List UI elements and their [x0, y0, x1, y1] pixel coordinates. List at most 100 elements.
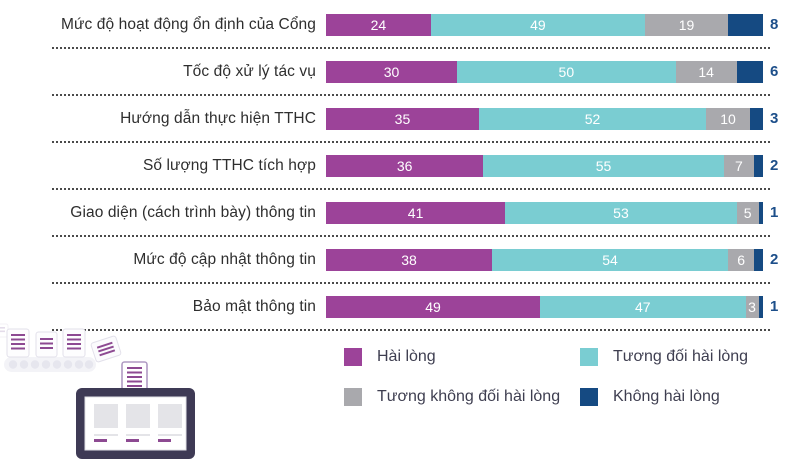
- bar-segment-teal: 52: [478, 107, 707, 130]
- stacked-bar: 36 55 7: [326, 154, 763, 177]
- segment-value: 30: [383, 63, 400, 80]
- bar-segment-teal: 54: [492, 248, 729, 271]
- segment-value: 19: [678, 16, 695, 33]
- segment-value: 49: [530, 16, 546, 33]
- segment-value: 14: [698, 63, 714, 80]
- document-icon: [35, 331, 58, 358]
- category-label: Mức độ cập nhật thông tin: [133, 250, 316, 268]
- outside-segment-value: 3: [770, 110, 779, 127]
- bar-segment-navy: [758, 295, 763, 318]
- legend-item: Hài lòng: [344, 348, 580, 366]
- legend-item: Tương đối hài lòng: [580, 348, 748, 366]
- bar-segment-gray: 7: [723, 154, 755, 177]
- dotted-separator: [52, 94, 770, 96]
- segment-value: 3: [748, 298, 756, 315]
- bar-segment-gray: 19: [645, 13, 729, 36]
- segment-value: 7: [735, 157, 743, 174]
- segment-value: 52: [584, 110, 601, 127]
- segment-value: 49: [425, 298, 441, 315]
- chart-row: Hướng dẫn thực hiện TTHC 35 52 10 3: [0, 96, 800, 141]
- bar-segment-teal: 53: [505, 201, 737, 224]
- document-icon: [62, 328, 86, 358]
- dotted-separator: [52, 47, 770, 49]
- bar-segment-teal: 47: [540, 295, 746, 318]
- dotted-separator: [52, 329, 770, 331]
- chart-row: Mức độ hoạt động ổn định của Cổng 24 49 19 8: [0, 2, 800, 47]
- bar-segment-navy: [754, 248, 763, 271]
- stacked-bar: 35 52 10: [326, 107, 763, 130]
- category-label: Giao diện (cách trình bày) thông tin: [70, 203, 316, 221]
- stacked-bar: 41 53 5: [326, 201, 763, 224]
- chart-row: Bảo mật thông tin 49 47 3 1: [0, 284, 800, 329]
- bar-segment-teal: 55: [483, 154, 724, 177]
- dotted-separator: [52, 282, 770, 284]
- legend-item: Không hài lòng: [580, 388, 748, 406]
- segment-value: 36: [396, 157, 413, 174]
- outside-segment-value: 1: [770, 204, 779, 221]
- bar-segment-purple: 35: [326, 107, 479, 130]
- dotted-separator: [52, 141, 770, 143]
- dotted-separator: [52, 188, 770, 190]
- outside-segment-value: 2: [770, 251, 779, 268]
- category-label: Bảo mật thông tin: [192, 297, 316, 315]
- segment-value: 55: [595, 157, 612, 174]
- segment-value: 54: [602, 251, 618, 268]
- bar-segment-purple: 36: [326, 154, 484, 177]
- bar-segment-navy: [736, 60, 763, 83]
- chart-row: Số lượng TTHC tích hợp 36 55 7 2: [0, 143, 800, 188]
- bar-segment-purple: 24: [326, 13, 431, 36]
- segment-value: 47: [635, 298, 651, 315]
- segment-value: 53: [613, 204, 629, 221]
- bar-segment-purple: 38: [326, 248, 493, 271]
- tilted-document-icon: [90, 335, 122, 363]
- bar-segment-purple: 49: [326, 295, 541, 318]
- stacked-bar: 49 47 3: [326, 295, 763, 318]
- segment-value: 38: [401, 251, 417, 268]
- bar-segment-navy: [749, 107, 763, 130]
- bar-segment-gray: 3: [745, 295, 759, 318]
- segment-value: 50: [558, 63, 575, 80]
- legend-item: Tương không đối hài lòng: [344, 388, 580, 406]
- bar-segment-navy: [758, 201, 763, 224]
- chart-row: Mức độ cập nhật thông tin 38 54 6 2: [0, 237, 800, 282]
- legend: Hài lòng Tương đối hài lòng Tương không đố…: [344, 348, 748, 406]
- screen-card-icon: [94, 404, 118, 442]
- dotted-separator: [52, 235, 770, 237]
- segment-value: 6: [737, 251, 746, 268]
- legend-label: Hài lòng: [377, 348, 436, 365]
- legend-swatch-gray: [344, 388, 362, 406]
- outside-segment-value: 2: [770, 157, 779, 174]
- bar-segment-teal: 50: [457, 60, 676, 83]
- documents-to-portal-illustration: [0, 323, 195, 459]
- legend-label: Tương đối hài lòng: [613, 348, 749, 365]
- bar-segment-gray: 5: [736, 201, 759, 224]
- chart-row: Giao diện (cách trình bày) thông tin 41 53…: [0, 190, 800, 235]
- category-label: Hướng dẫn thực hiện TTHC: [120, 109, 316, 127]
- bar-segment-gray: 10: [706, 107, 750, 130]
- category-label: Mức độ hoạt động ổn định của Cổng: [61, 15, 316, 33]
- segment-value: 41: [407, 204, 424, 221]
- document-icon: [121, 361, 148, 392]
- segment-value: 24: [370, 16, 387, 33]
- bar-segment-purple: 41: [326, 201, 506, 224]
- segment-value: 35: [394, 110, 411, 127]
- legend-label: Tương không đối hài lòng: [377, 388, 561, 405]
- outside-segment-value: 1: [770, 298, 779, 315]
- screen-card-icon: [158, 404, 182, 442]
- bar-segment-teal: 49: [430, 13, 645, 36]
- stacked-bar-chart: Mức độ hoạt động ổn định của Cổng 24 49 19 8…: [0, 2, 800, 331]
- document-icon: [6, 328, 30, 358]
- segment-value: 5: [743, 204, 752, 221]
- stacked-bar: 24 49 19: [326, 13, 763, 36]
- legend-swatch-teal: [580, 348, 598, 366]
- bar-segment-gray: 14: [675, 60, 737, 83]
- bar-segment-purple: 30: [326, 60, 458, 83]
- conveyor-belt-icon: [4, 357, 96, 372]
- chart-row: Tốc độ xử lý tác vụ 30 50 14 6: [0, 49, 800, 94]
- legend-label: Không hài lòng: [613, 388, 720, 405]
- bar-segment-gray: 6: [728, 248, 755, 271]
- bar-segment-navy: [728, 13, 763, 36]
- legend-swatch-purple: [344, 348, 362, 366]
